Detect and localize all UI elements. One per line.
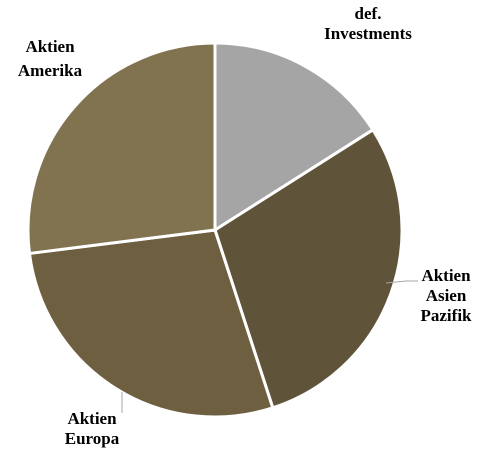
- label-aktien-amerika: Aktien Amerika: [18, 37, 83, 80]
- label-line: Investments: [324, 24, 412, 43]
- label-aktien-europa: Aktien Europa: [65, 409, 120, 448]
- label-line: def.: [355, 4, 382, 23]
- label-line: Aktien: [67, 409, 117, 428]
- label-line: Amerika: [18, 61, 83, 80]
- label-line: Aktien: [421, 266, 471, 285]
- label-line: Europa: [65, 429, 120, 448]
- label-aktien-asien-pazifik: Aktien Asien Pazifik: [421, 266, 473, 325]
- slice-aktien-amerika: [26, 41, 217, 255]
- slice-aktien-europa: [27, 228, 275, 419]
- slice-aktien-asien-pazifik: [213, 128, 404, 410]
- label-line: Aktien: [25, 37, 75, 56]
- pie-slices: [26, 41, 404, 419]
- leader-lines: [121, 280, 418, 413]
- label-line: Asien: [426, 286, 467, 305]
- slice-def-investments: [213, 41, 375, 232]
- label-line: Pazifik: [421, 306, 473, 325]
- leader-line-aktien-asien-pazifik: [385, 280, 418, 284]
- label-def-investments: def. Investments: [324, 4, 412, 43]
